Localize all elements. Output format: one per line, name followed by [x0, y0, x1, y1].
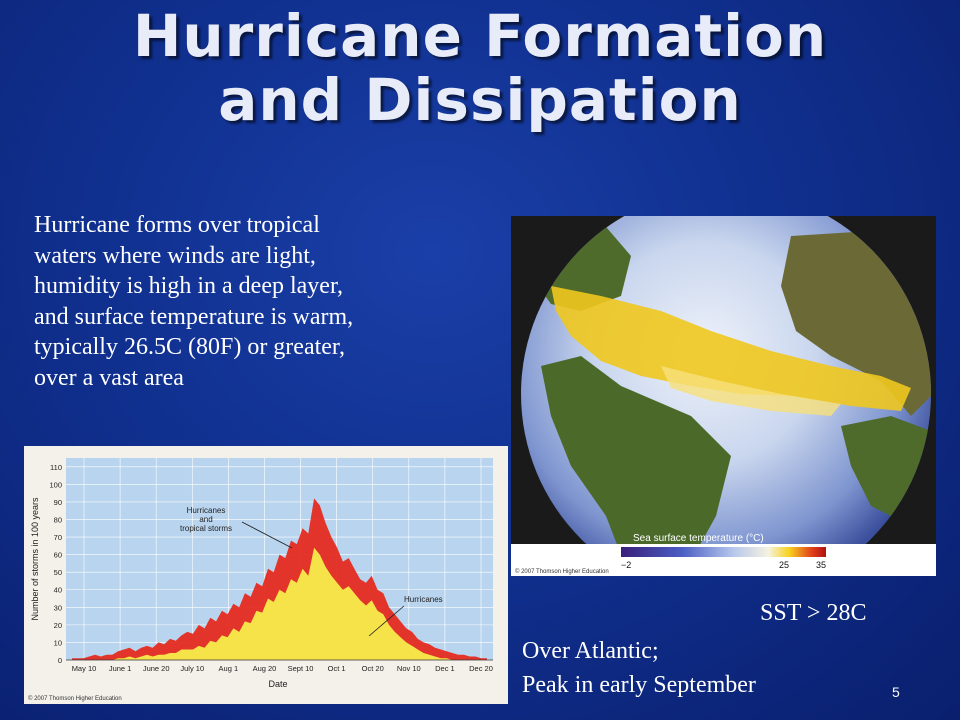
annotation-line: and — [199, 515, 212, 524]
y-tick-label: 110 — [50, 463, 62, 472]
intro-paragraph: Hurricane forms over tropical waters whe… — [34, 210, 494, 393]
annotation-text: Hurricanes — [404, 595, 443, 604]
legend-tick: 35 — [816, 560, 826, 570]
x-tick-label: Nov 10 — [397, 664, 421, 673]
intro-line: typically 26.5C (80F) or greater, — [34, 334, 345, 360]
y-axis-label: Number of storms in 100 years — [30, 497, 40, 621]
annotation-leader — [241, 521, 293, 549]
x-tick-label: June 1 — [109, 664, 132, 673]
x-tick-label: Dec 1 — [435, 664, 455, 673]
page-number: 5 — [892, 684, 900, 700]
sst-warm-band — [661, 366, 841, 416]
sst-warm-band — [551, 286, 911, 411]
title-line-2: and Dissipation — [218, 66, 742, 134]
y-tick-label: 30 — [54, 603, 62, 612]
x-tick-label: Aug 1 — [219, 664, 239, 673]
x-axis: May 10 June 1 June 20 July 10 Aug 1 Aug 20 Sep… — [72, 664, 493, 673]
legend-tick: −2 — [621, 560, 631, 570]
x-tick-label: Sept 10 — [288, 664, 314, 673]
sst-color-scale — [621, 547, 826, 557]
annotation-all-storms: Hurricanes and tropical storms — [180, 506, 293, 549]
y-tick-label: 90 — [54, 498, 62, 507]
legend-tick: 25 — [779, 560, 789, 570]
intro-line: waters where winds are light, — [34, 242, 316, 269]
y-tick-label: 40 — [54, 586, 62, 595]
annotation-line: Hurricanes — [187, 506, 226, 515]
storm-frequency-chart: 0 10 20 30 40 50 60 70 80 90 100 110 May 10 June 1 Ju… — [24, 446, 508, 704]
x-tick-label: Oct 20 — [362, 664, 384, 673]
sst-threshold-note: SST > 28C — [760, 600, 867, 626]
y-tick-label: 70 — [54, 533, 62, 542]
x-tick-label: Dec 20 — [469, 664, 493, 673]
y-tick-label: 60 — [54, 551, 62, 560]
annotation-hurricanes: Hurricanes — [368, 595, 443, 637]
chart-svg: 0 10 20 30 40 50 60 70 80 90 100 110 May 10 June 1 Ju… — [28, 458, 493, 702]
season-note: Over Atlantic; Peak in early September — [522, 634, 756, 702]
y-tick-label: 100 — [49, 480, 62, 489]
sst-globe-graphic: Sea surface temperature (°C) −2 25 35 © … — [511, 216, 936, 576]
x-tick-label: July 10 — [180, 664, 204, 673]
intro-line: Hurricane forms over tropical — [34, 212, 320, 238]
x-tick-label: May 10 — [72, 664, 97, 673]
y-tick-label: 80 — [54, 515, 62, 524]
y-tick-label: 10 — [54, 638, 62, 647]
y-tick-label: 20 — [54, 621, 62, 630]
x-axis-label: Date — [268, 679, 287, 689]
x-tick-label: June 20 — [143, 664, 170, 673]
y-tick-label: 0 — [58, 656, 62, 665]
intro-line: over a vast area — [34, 364, 184, 391]
intro-line: humidity is high in a deep layer, — [34, 273, 343, 299]
annotation-leader — [368, 605, 405, 637]
slide-title: Hurricane Formation and Dissipation — [0, 0, 960, 132]
series-area-hurricanes — [72, 547, 487, 660]
annotation-text: Hurricanes and tropical storms — [180, 506, 232, 533]
globe-credit: © 2007 Thomson Higher Education — [515, 568, 609, 575]
globe-landmass — [541, 356, 731, 576]
season-note-line-1: Over Atlantic; — [522, 638, 659, 664]
legend-title: Sea surface temperature (°C) — [633, 533, 764, 544]
sst-globe-image: Sea surface temperature (°C) −2 25 35 © … — [511, 216, 936, 576]
y-axis: 0 10 20 30 40 50 60 70 80 90 100 110 — [49, 463, 62, 665]
x-tick-label: Aug 20 — [253, 664, 277, 673]
x-tick-label: Oct 1 — [328, 664, 346, 673]
season-note-line-2: Peak in early September — [522, 672, 756, 698]
chart-areas — [66, 498, 493, 661]
y-tick-label: 50 — [54, 568, 62, 577]
intro-line: and surface temperature is warm, — [34, 303, 354, 330]
chart-credit: © 2007 Thomson Higher Education — [28, 695, 122, 702]
title-line-1: Hurricane Formation — [132, 2, 828, 70]
annotation-line: tropical storms — [180, 524, 232, 533]
